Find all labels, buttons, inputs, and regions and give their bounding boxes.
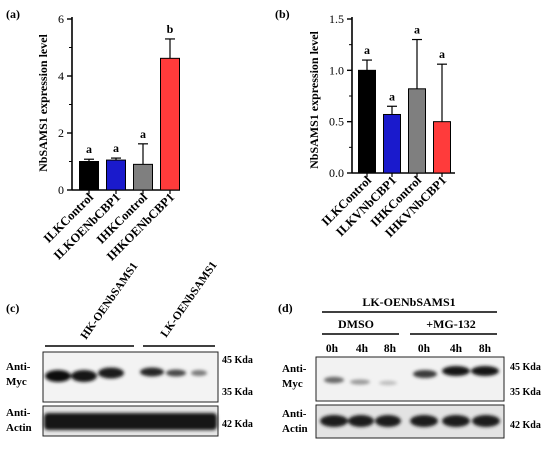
band-d-actin-5 [442, 415, 470, 427]
time-label: 0h [326, 343, 339, 355]
band-d-myc-1 [324, 376, 344, 384]
y-tick-label: 2 [58, 126, 64, 140]
band-c-myc-1 [45, 370, 71, 382]
row-c-myc-label-1: Anti- [6, 361, 31, 373]
y-tick-label: 4 [58, 69, 64, 83]
panel-a-label: (a) [6, 7, 20, 21]
band-d-actin-4 [410, 415, 438, 427]
blot-c-actin-bands [44, 413, 217, 430]
panel-c-label: (c) [6, 301, 19, 315]
row-c-actin-label-1: Anti- [6, 407, 31, 419]
band-c-myc-3 [98, 367, 124, 379]
y-tick-label: 0.0 [329, 166, 344, 180]
cond-dmso-label: DMSO [338, 317, 374, 331]
y-tick-label: 1.0 [329, 63, 344, 77]
time-label: 4h [356, 343, 369, 355]
significance-letter: a [389, 89, 395, 103]
band-d-myc-3 [379, 380, 397, 386]
bar [106, 159, 126, 191]
panel-a-ylabel: NbSAMS1 expression level [36, 33, 50, 171]
time-label: 8h [479, 343, 492, 355]
time-label: 4h [450, 343, 463, 355]
bar [160, 57, 180, 191]
time-label: 0h [418, 343, 431, 355]
bar [383, 113, 401, 174]
row-d-myc-label-1: Anti- [282, 363, 307, 375]
blot-d-myc-bands [324, 366, 499, 386]
bar [358, 69, 376, 174]
blot-d-actin-bands [320, 415, 500, 427]
panel-b: (b) NbSAMS1 expression level 0.0 0.5 1.0 1.… [275, 7, 455, 240]
group-lk-label: LK-OENbSAMS1 [159, 259, 220, 339]
panel-b-ylabel: NbSAMS1 expression level [307, 30, 321, 168]
panel-a: (a) NbSAMS1 expression level 0246aILKCon… [6, 7, 180, 263]
band-c-myc-4 [140, 367, 164, 377]
panel-d-label: (d) [278, 301, 293, 315]
row-d-actin-label-1: Anti- [282, 408, 307, 420]
significance-letter: a [439, 47, 445, 61]
row-d-myc-label-2: Myc [282, 378, 303, 390]
significance-letter: a [140, 127, 146, 141]
bar [79, 161, 99, 191]
band-c-myc-2 [71, 370, 97, 382]
cond-mg132-label: +MG-132 [426, 317, 476, 331]
band-d-myc-2 [350, 379, 370, 385]
panel-c: (c) HK-OENbSAMS1 LK-OENbSAMS1 Anti- Myc … [6, 259, 253, 437]
band-d-myc-6 [471, 366, 499, 376]
significance-letter: b [167, 22, 174, 36]
significance-letter: a [364, 43, 370, 57]
bar [133, 163, 153, 191]
panel-b-label: (b) [275, 7, 290, 21]
significance-letter: a [86, 142, 92, 156]
group-hk-label: HK-OENbSAMS1 [79, 260, 141, 341]
marker-c-45: 45 Kda [222, 355, 253, 366]
significance-letter: a [414, 23, 420, 37]
panel-b-chart: 0.00.51.01.5aILKControlaILKVNbCBP1aIHKCo… [319, 12, 455, 240]
significance-letter: a [113, 141, 119, 155]
marker-c-42: 42 Kda [222, 419, 253, 430]
band-d-actin-2 [348, 415, 374, 427]
band-d-myc-4 [413, 370, 437, 378]
row-d-actin-label-2: Actin [282, 423, 308, 435]
panel-d-title: LK-OENbSAMS1 [362, 295, 455, 309]
y-tick-label: 0.5 [329, 115, 344, 129]
band-d-myc-5 [442, 366, 470, 376]
band-c-myc-5 [166, 369, 186, 377]
band-c-actin-strip [44, 413, 217, 430]
band-d-actin-1 [320, 415, 348, 427]
y-tick-label: 6 [58, 12, 64, 26]
marker-d-42: 42 Kda [510, 420, 541, 431]
y-tick-label: 0 [58, 183, 64, 197]
panel-a-chart: 0246aILKControlaILKOENbCBP1aIHKControlbI… [41, 12, 180, 263]
bar [408, 88, 426, 174]
y-tick-label: 1.5 [329, 12, 344, 26]
row-c-myc-label-2: Myc [6, 376, 27, 388]
blot-d-myc-membrane [315, 356, 505, 402]
marker-c-35: 35 Kda [222, 387, 253, 398]
row-c-actin-label-2: Actin [6, 422, 32, 434]
marker-d-35: 35 Kda [510, 387, 541, 398]
blot-c-myc-bands [45, 367, 207, 382]
band-d-actin-6 [472, 415, 500, 427]
time-label: 8h [384, 343, 397, 355]
marker-d-45: 45 Kda [510, 362, 541, 373]
band-d-actin-3 [375, 415, 401, 427]
panel-d: (d) LK-OENbSAMS1 DMSO +MG-132 0h 4h 8h 0… [278, 295, 541, 439]
band-c-myc-6 [191, 370, 207, 376]
bar [433, 121, 451, 174]
